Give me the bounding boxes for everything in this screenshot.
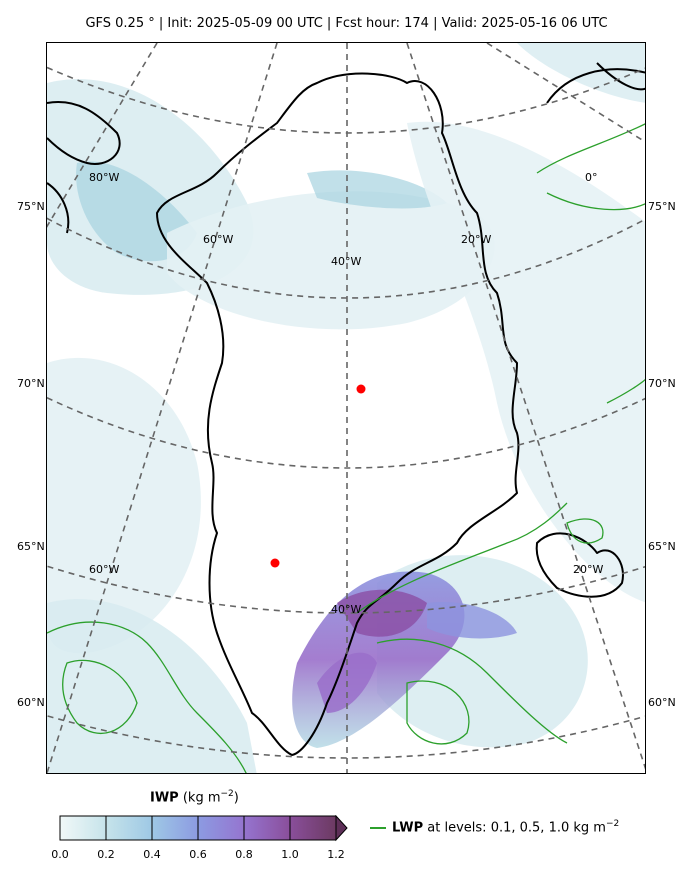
- colorbar-units: (kg m: [182, 790, 221, 806]
- graticule: [47, 43, 645, 773]
- lat-label: 70°N: [648, 377, 676, 390]
- marker-north: [356, 384, 366, 394]
- lon-label: 40°W: [331, 603, 362, 616]
- lat-label: 75°N: [17, 200, 45, 213]
- lat-label: 75°N: [648, 200, 676, 213]
- lat-label: 60°N: [648, 696, 676, 709]
- coastline: [47, 62, 645, 756]
- map-panel: 80°W 60°W 40°W 20°W 0° 60°W 40°W 20°W: [46, 42, 646, 774]
- colorbar-tick: 0.4: [143, 848, 161, 861]
- colorbar-tick: 1.2: [327, 848, 345, 861]
- lwp-contours: [47, 123, 645, 773]
- lwp-legend-text: at levels: 0.1, 0.5, 1.0 kg m: [427, 820, 606, 836]
- map-title: GFS 0.25 ° | Init: 2025-05-09 00 UTC | F…: [85, 16, 608, 31]
- colorbar-title: IWP (kg m−2): [150, 789, 239, 805]
- lon-label: 60°W: [203, 233, 234, 246]
- colorbar-tick: 0.6: [189, 848, 207, 861]
- lon-label: 60°W: [89, 563, 120, 576]
- lon-label: 40°W: [331, 255, 362, 268]
- lon-label: 80°W: [89, 171, 120, 184]
- colorbar: [59, 815, 348, 842]
- colorbar-tick: 1.0: [281, 848, 299, 861]
- colorbar-variable: IWP: [150, 790, 179, 806]
- lat-label: 65°N: [648, 540, 676, 553]
- colorbar-units-close: ): [233, 790, 239, 806]
- marker-south: [270, 558, 280, 568]
- lwp-legend-units-exp: −2: [605, 819, 620, 829]
- colorbar-tick: 0.0: [51, 848, 69, 861]
- lat-label: 70°N: [17, 377, 45, 390]
- lat-label: 60°N: [17, 696, 45, 709]
- iwp-field: [47, 43, 645, 773]
- colorbar-tick: 0.2: [97, 848, 115, 861]
- lwp-legend-line: [370, 826, 386, 829]
- colorbar-units-exp: −2: [220, 789, 234, 799]
- colorbar-tick: 0.8: [235, 848, 253, 861]
- lat-label: 65°N: [17, 540, 45, 553]
- lwp-legend: LWP at levels: 0.1, 0.5, 1.0 kg m−2: [370, 819, 619, 835]
- map-canvas: [47, 43, 645, 773]
- lon-label: 0°: [585, 171, 598, 184]
- lwp-legend-variable: LWP: [392, 820, 424, 836]
- lon-label: 20°W: [461, 233, 492, 246]
- lon-label: 20°W: [573, 563, 604, 576]
